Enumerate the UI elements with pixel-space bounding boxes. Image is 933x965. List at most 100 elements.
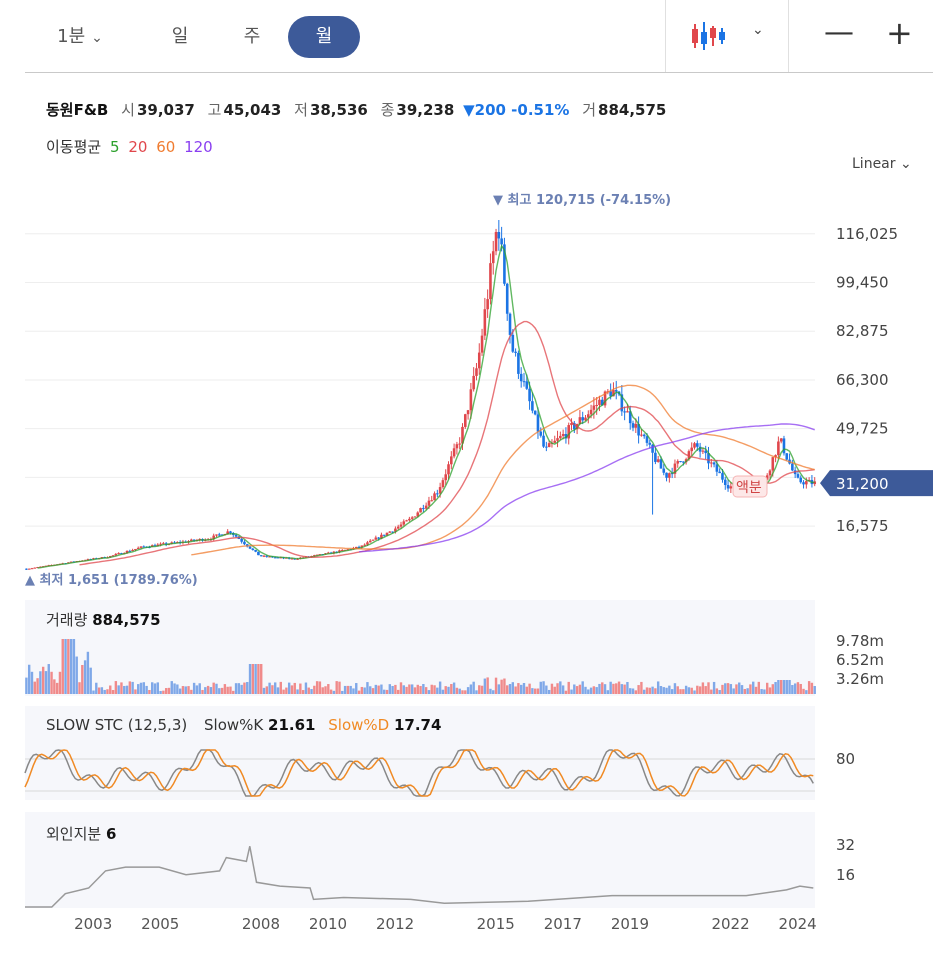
slow-d-line xyxy=(24,749,814,797)
volume-bar xyxy=(145,685,148,694)
candle-body xyxy=(162,543,165,545)
candle-body xyxy=(262,555,266,557)
volume-bar xyxy=(125,685,129,694)
low-value: 38,536 xyxy=(309,101,368,119)
volume-bar xyxy=(123,685,126,694)
candle-body xyxy=(259,555,263,557)
volume-bar xyxy=(782,680,786,694)
volume-bar xyxy=(469,684,473,694)
plus-icon[interactable]: + xyxy=(886,14,913,52)
ma20-line xyxy=(79,320,815,566)
open-label: 시 xyxy=(121,101,135,119)
y-tick-label: 9.78m xyxy=(836,632,884,650)
volume-bar xyxy=(556,683,559,694)
candle-body xyxy=(413,516,417,518)
volume-bar xyxy=(662,687,665,694)
volume-bar xyxy=(732,688,735,694)
candle-body xyxy=(357,546,361,548)
max-annotation: ▼ 최고 120,715 (-74.15%) xyxy=(493,193,671,208)
candle-body xyxy=(419,508,422,513)
volume-bar xyxy=(215,683,218,694)
stochastic-chart[interactable]: 80 xyxy=(0,706,933,806)
x-tick-label: 2024 xyxy=(779,915,817,933)
candle-body xyxy=(536,414,540,432)
ma-120: 120 xyxy=(184,138,213,156)
candle-body xyxy=(273,557,277,559)
volume-bar xyxy=(282,689,285,694)
candle-body xyxy=(374,537,378,540)
volume-bar xyxy=(771,684,774,694)
volume-bar xyxy=(257,664,260,694)
volume-bar xyxy=(581,681,584,694)
volume-bar xyxy=(366,682,369,694)
volume-bar xyxy=(159,690,162,694)
y-tick-label: 32 xyxy=(836,836,855,854)
volume-bar xyxy=(480,685,484,694)
volume-bar xyxy=(153,683,157,694)
candle-body xyxy=(494,231,498,252)
high-value: 45,043 xyxy=(223,101,282,119)
volume-bar xyxy=(670,689,674,694)
x-tick-label: 2008 xyxy=(242,915,280,933)
ex-dividend-label: 액분 xyxy=(736,480,762,496)
candle-body xyxy=(243,541,246,545)
minus-icon[interactable]: — xyxy=(824,15,854,50)
x-tick-label: 2005 xyxy=(141,915,179,933)
candle-body xyxy=(796,474,800,478)
volume-bar xyxy=(757,681,761,694)
volume-bar xyxy=(690,687,693,694)
volume-bar xyxy=(184,686,187,694)
volume-bar xyxy=(396,689,400,694)
price-chart[interactable]: 116,025 99,450 82,875 66,300 49,725 16,575 ▼ 최… xyxy=(0,180,933,600)
volume-bar xyxy=(696,685,699,694)
scale-dropdown[interactable]: Linear ⌄ xyxy=(852,156,912,172)
moving-average-legend[interactable]: 이동평균 5 20 60 120 xyxy=(46,136,217,157)
candle-body xyxy=(371,539,375,541)
volume-bar xyxy=(575,686,579,694)
candle-body xyxy=(774,455,777,458)
volume-bar xyxy=(528,683,531,694)
stock-name: 동원F&B xyxy=(46,101,109,119)
ma120-line xyxy=(359,423,815,553)
volume-bar xyxy=(246,682,249,694)
candle-body xyxy=(654,452,657,462)
volume-bar xyxy=(802,688,805,694)
tab-week[interactable]: 주 xyxy=(243,26,261,47)
tab-day[interactable]: 일 xyxy=(171,26,189,47)
candlestick-icon[interactable] xyxy=(688,20,728,52)
volume-bar xyxy=(61,639,64,694)
candle-body xyxy=(368,540,372,543)
volume-bar xyxy=(701,682,705,694)
volume-bar xyxy=(598,683,601,694)
volume-bar xyxy=(503,678,506,694)
candle-body xyxy=(497,231,501,239)
chevron-down-icon: ⌄ xyxy=(91,30,103,46)
tab-month[interactable]: 월 xyxy=(288,16,360,58)
candle-body xyxy=(338,550,341,553)
candle-body xyxy=(120,553,123,555)
volume-bar xyxy=(550,683,554,694)
volume-bar xyxy=(430,684,433,694)
volume-bar xyxy=(170,681,173,694)
volume-bar xyxy=(441,689,445,694)
candle-body xyxy=(561,434,565,436)
volume-bar xyxy=(103,689,106,694)
volume-bar xyxy=(83,660,87,694)
foreign-panel-value: 6 xyxy=(105,825,117,843)
volume-bar xyxy=(75,656,78,694)
period-minute-dropdown[interactable]: 1분 ⌄ xyxy=(40,16,120,58)
volume-bar xyxy=(760,689,763,694)
volume-bar xyxy=(100,687,104,694)
chart-type-dropdown-icon[interactable]: ⌄ xyxy=(752,22,764,38)
volume-bar xyxy=(329,689,333,694)
candle-body xyxy=(450,456,453,465)
foreign-ownership-chart[interactable]: 32 16 2003 2005 2008 2010 2012 2015 2017 2019 2022… xyxy=(0,812,933,965)
candle-body xyxy=(570,422,573,426)
volume-bar xyxy=(296,689,299,694)
candle-body xyxy=(620,394,624,412)
volume-bar xyxy=(517,683,520,694)
toolbar-divider xyxy=(788,0,789,72)
candle-body xyxy=(765,475,769,480)
volume-bar xyxy=(637,685,640,694)
